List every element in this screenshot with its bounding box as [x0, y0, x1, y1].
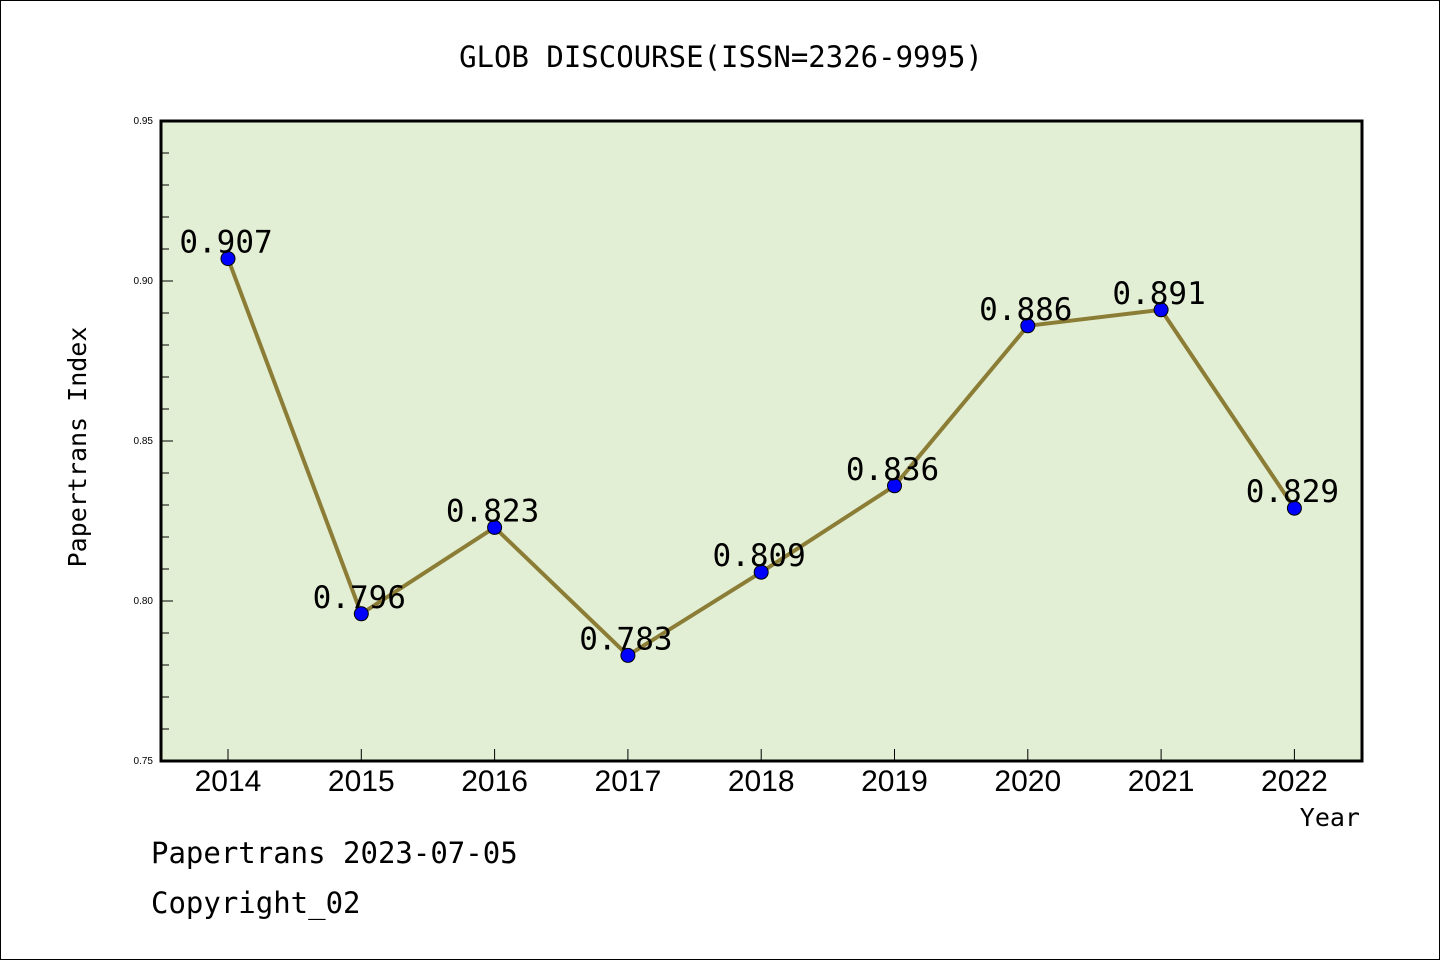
y-tick-label: 0.75: [134, 756, 154, 767]
data-point: [1286, 500, 1302, 516]
x-axis: 2014 2015 2016 2017 2018 2019 2020 2021 2022: [195, 749, 1328, 798]
data-label: 0.796: [313, 580, 406, 616]
data-markers: [220, 251, 1302, 663]
chart-title: GLOB DISCOURSE(ISSN=2326-9995): [459, 40, 983, 74]
y-tick-label: 0.80: [134, 596, 154, 607]
y-tick-label: 0.90: [134, 276, 154, 287]
x-tick-label: 2019: [861, 765, 928, 798]
y-axis-label: Papertrans Index: [63, 327, 92, 568]
data-point: [1153, 302, 1169, 318]
x-tick-label: 2022: [1261, 765, 1328, 798]
plot-border: [159, 119, 1364, 763]
x-tick-label: 2021: [1128, 765, 1195, 798]
data-point: [620, 647, 636, 663]
x-tick-label: 2018: [728, 765, 795, 798]
footer-copyright: Copyright_02: [151, 886, 361, 920]
plot-area: [161, 121, 1362, 761]
data-point: [1020, 318, 1036, 334]
data-point: [487, 519, 503, 535]
data-labels: 0.907 0.796 0.823 0.783 0.809 0.836 0.886 0.891…: [179, 225, 1339, 658]
data-point: [353, 606, 369, 622]
x-tick-label: 2015: [328, 765, 395, 798]
x-axis-label: Year: [1300, 803, 1360, 832]
y-tick-label: 0.85: [134, 436, 154, 447]
data-point: [220, 251, 236, 267]
data-label: 0.829: [1246, 474, 1339, 510]
data-label: 0.823: [446, 493, 539, 529]
data-point: [887, 478, 902, 494]
data-label: 0.783: [579, 621, 672, 657]
data-label: 0.891: [1112, 276, 1205, 312]
x-tick-label: 2017: [595, 765, 662, 798]
data-label: 0.886: [979, 292, 1072, 328]
data-point: [753, 564, 769, 580]
footer-date: Papertrans 2023-07-05: [151, 836, 518, 870]
data-label: 0.809: [713, 538, 806, 574]
x-tick-label: 2014: [195, 765, 262, 798]
data-label: 0.907: [179, 225, 272, 261]
y-tick-label: 0.95: [134, 116, 154, 127]
data-label: 0.836: [846, 452, 939, 488]
x-tick-label: 2020: [994, 765, 1061, 798]
x-tick-label: 2016: [461, 765, 528, 798]
